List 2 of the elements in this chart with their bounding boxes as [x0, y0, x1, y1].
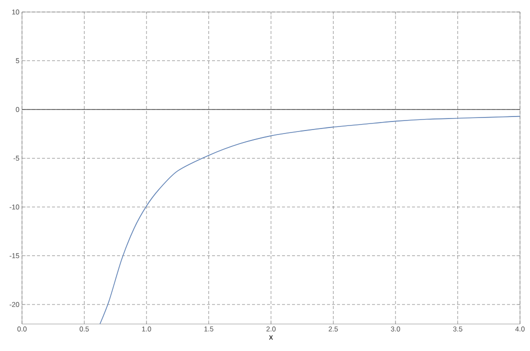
- line-series: [100, 116, 520, 324]
- x-axis-title: x: [269, 335, 273, 340]
